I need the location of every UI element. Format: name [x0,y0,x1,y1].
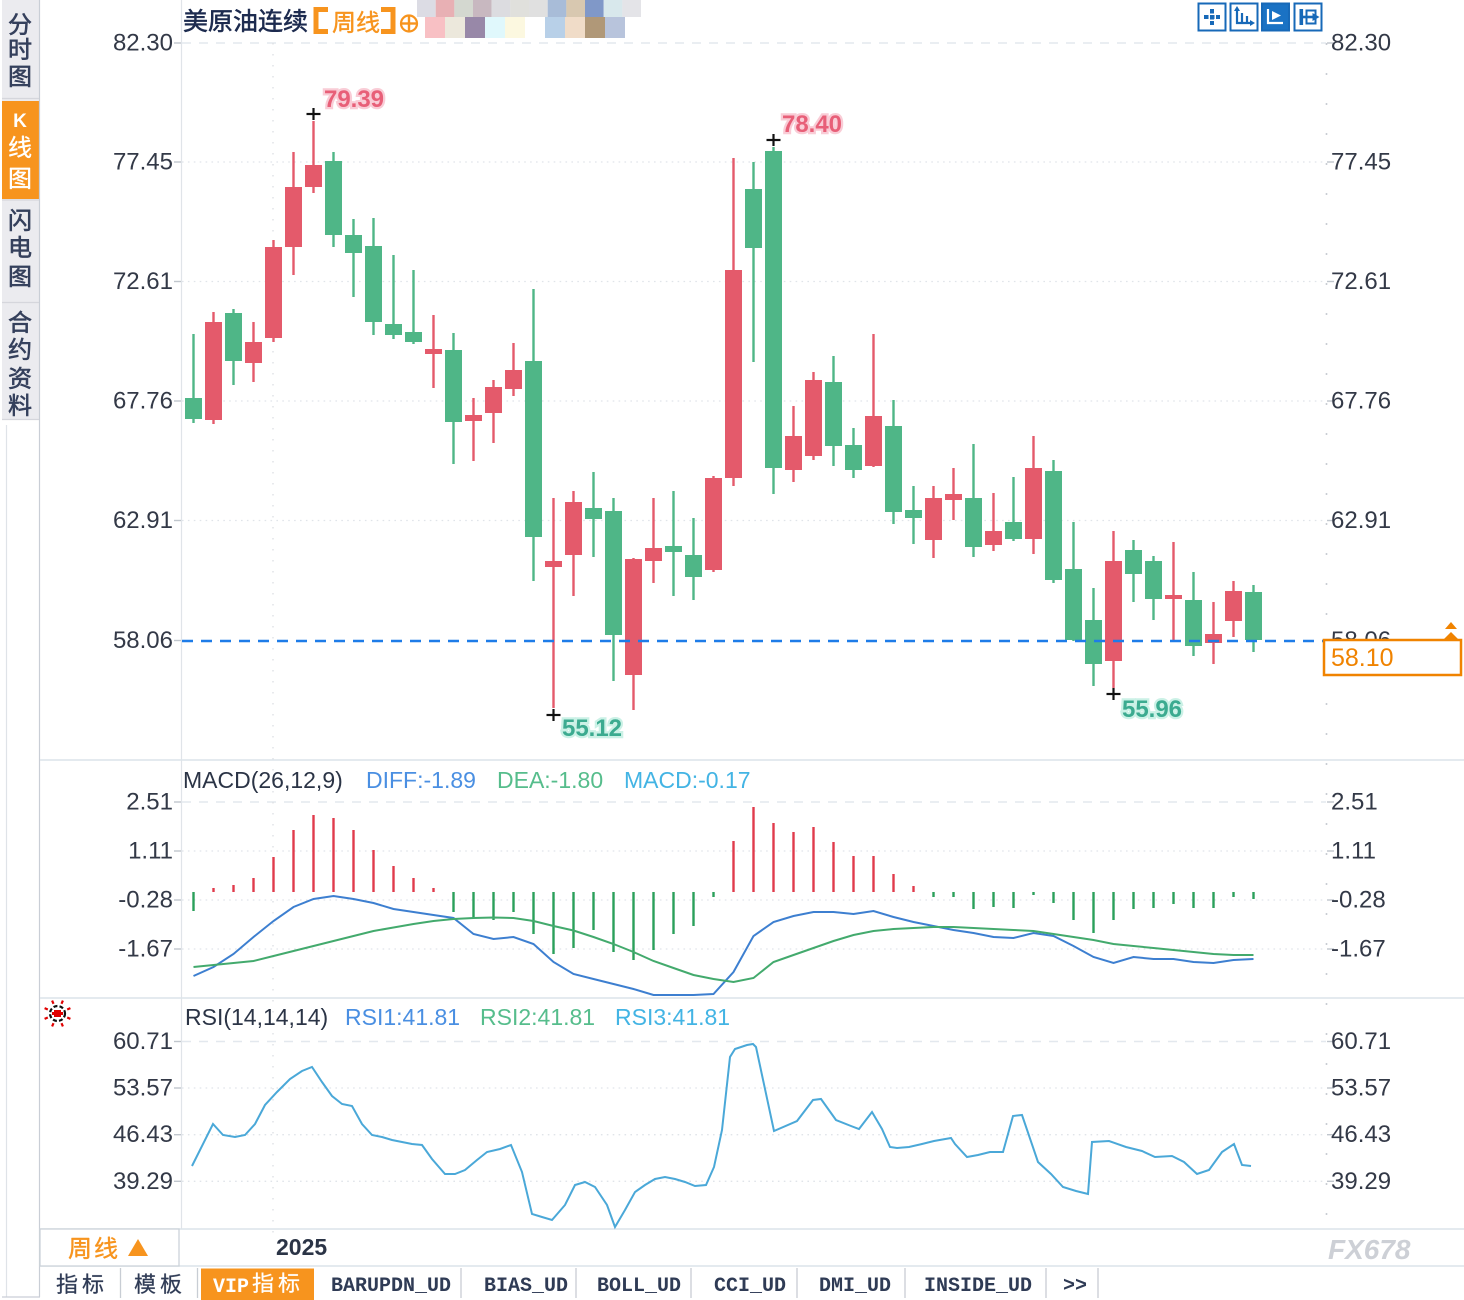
svg-text:67.76: 67.76 [113,388,173,415]
svg-text:46.43: 46.43 [1331,1121,1391,1148]
svg-text:VIP: VIP [213,1276,249,1299]
svg-text:1.11: 1.11 [1331,838,1376,865]
svg-text:78.40: 78.40 [782,111,842,138]
svg-text:82.30: 82.30 [1331,30,1391,57]
svg-text:1.11: 1.11 [128,838,173,865]
svg-text:BOLL_UD: BOLL_UD [597,1275,681,1298]
svg-text:77.45: 77.45 [113,149,173,176]
svg-text:-1.67: -1.67 [118,936,173,963]
svg-text:-0.28: -0.28 [1331,887,1386,914]
svg-text:INSIDE_UD: INSIDE_UD [924,1275,1032,1298]
svg-text:58.10: 58.10 [1331,644,1394,672]
svg-text:72.61: 72.61 [113,268,173,295]
svg-text:-0.28: -0.28 [118,887,173,914]
svg-text:39.29: 39.29 [113,1168,173,1195]
svg-text:79.39: 79.39 [324,86,384,113]
svg-text:62.91: 62.91 [113,507,173,534]
svg-text:BARUPDN_UD: BARUPDN_UD [331,1275,451,1298]
svg-text:67.76: 67.76 [1331,388,1391,415]
svg-text:MACD:-0.17: MACD:-0.17 [624,767,751,793]
svg-text:58.06: 58.06 [113,627,173,654]
svg-text:55.12: 55.12 [562,715,622,742]
svg-text:-1.67: -1.67 [1331,936,1386,963]
svg-text:RSI(14,14,14): RSI(14,14,14) [185,1004,328,1030]
svg-text:2025: 2025 [276,1234,327,1260]
svg-text:78.40: 78.40 [782,111,842,138]
svg-text:55.12: 55.12 [562,715,622,742]
svg-text:RSI3:41.81: RSI3:41.81 [615,1004,730,1030]
svg-text:K: K [13,111,27,132]
svg-text:DEA:-1.80: DEA:-1.80 [497,767,603,793]
svg-text:55.96: 55.96 [1122,696,1182,723]
svg-text:RSI1:41.81: RSI1:41.81 [345,1004,460,1030]
svg-text:53.57: 53.57 [1331,1075,1391,1102]
svg-text:RSI2:41.81: RSI2:41.81 [480,1004,595,1030]
svg-text:39.29: 39.29 [1331,1168,1391,1195]
svg-text:79.39: 79.39 [324,86,384,113]
svg-text:60.71: 60.71 [113,1028,173,1055]
svg-text:46.43: 46.43 [113,1121,173,1148]
svg-text:CCI_UD: CCI_UD [714,1275,786,1298]
svg-text:77.45: 77.45 [1331,149,1391,176]
svg-text:FX678: FX678 [1328,1234,1411,1265]
svg-text:MACD(26,12,9): MACD(26,12,9) [183,767,343,793]
svg-text:53.57: 53.57 [113,1075,173,1102]
svg-text:82.30: 82.30 [113,30,173,57]
svg-text:>>: >> [1063,1275,1087,1298]
svg-text:55.96: 55.96 [1122,696,1182,723]
svg-text:BIAS_UD: BIAS_UD [484,1275,568,1298]
svg-text:72.61: 72.61 [1331,268,1391,295]
svg-text:2.51: 2.51 [126,789,173,816]
svg-text:62.91: 62.91 [1331,507,1391,534]
svg-text:60.71: 60.71 [1331,1028,1391,1055]
svg-text:DIFF:-1.89: DIFF:-1.89 [366,767,476,793]
svg-text:2.51: 2.51 [1331,789,1378,816]
svg-text:DMI_UD: DMI_UD [819,1275,891,1298]
